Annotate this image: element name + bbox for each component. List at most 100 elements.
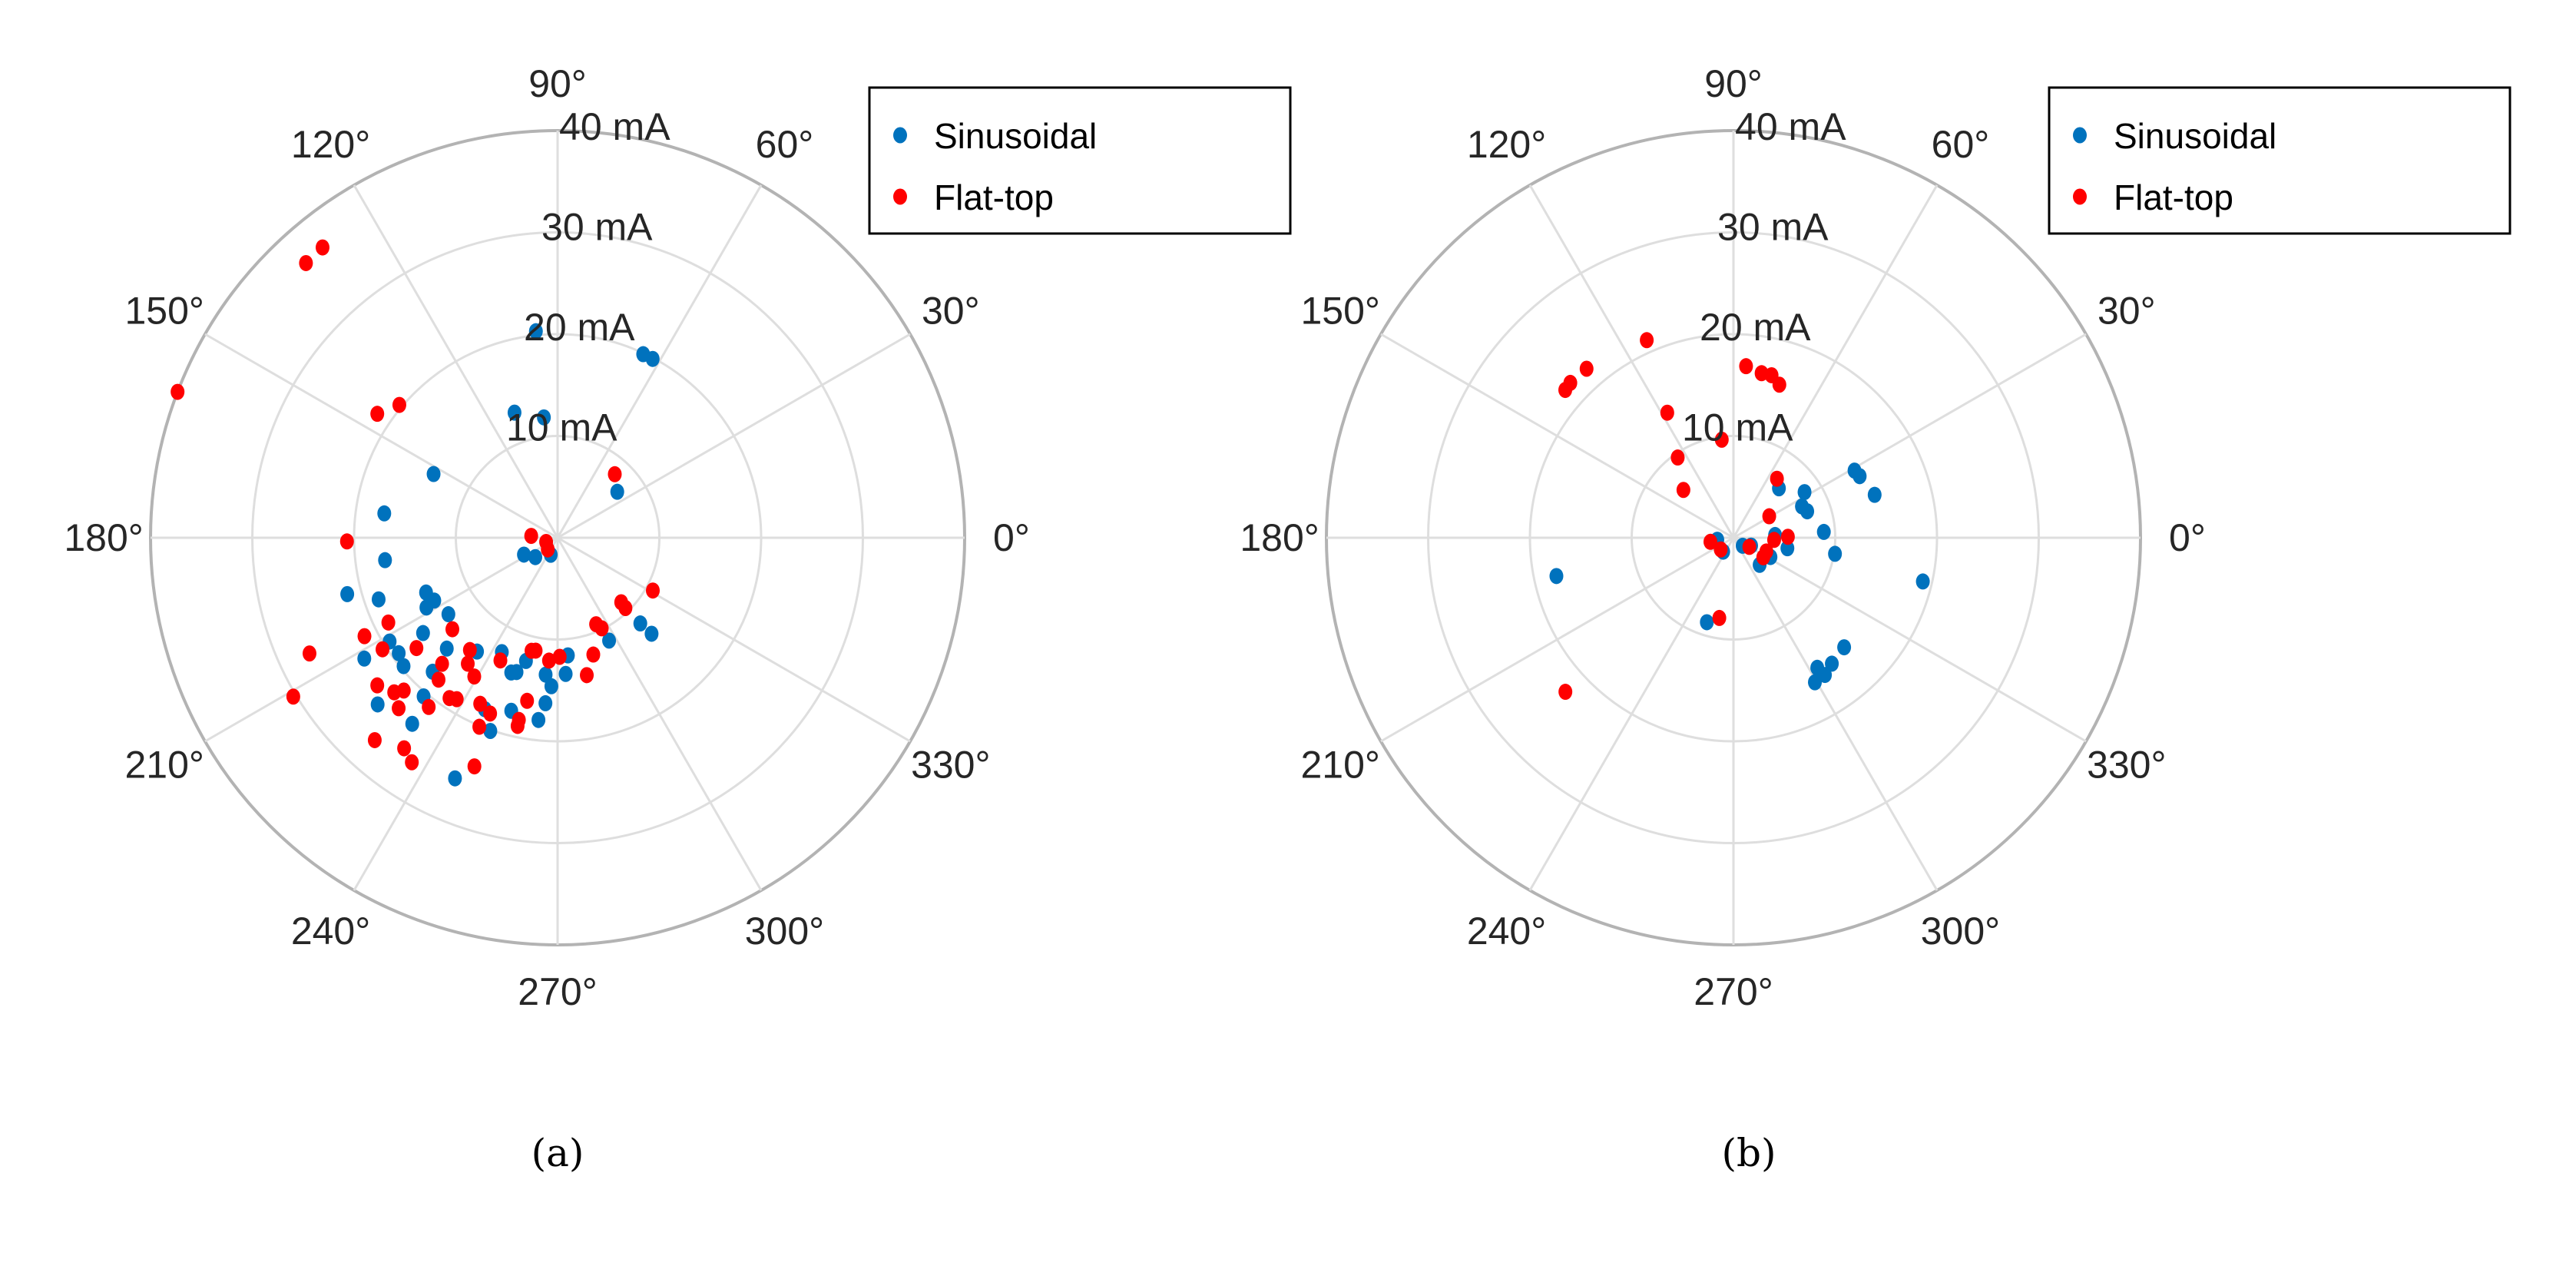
data-point-flat-top (552, 648, 567, 665)
data-point-flat-top (299, 254, 313, 271)
grid-spoke (204, 536, 558, 743)
data-point-sinusoidal (448, 770, 462, 787)
grid-spoke (1380, 536, 1734, 743)
grid-spoke (1380, 333, 1734, 539)
theta-tick-label: 300° (745, 910, 824, 953)
data-point-flat-top (1772, 376, 1786, 393)
data-point-flat-top (1770, 470, 1784, 487)
data-point-sinusoidal (1800, 503, 1815, 520)
r-tick-label: 30 mA (1717, 206, 1829, 249)
r-tick-label: 20 mA (1700, 306, 1811, 349)
data-point-flat-top (1670, 449, 1685, 466)
data-point-sinusoidal (1825, 655, 1839, 672)
theta-tick-label: 150° (125, 290, 204, 333)
data-point-sinusoidal (645, 350, 660, 367)
theta-tick-label: 60° (1932, 123, 1990, 166)
data-point-flat-top (357, 628, 372, 645)
theta-tick-label: 30° (922, 290, 980, 333)
data-point-sinusoidal (419, 599, 434, 616)
data-point-sinusoidal (1867, 486, 1882, 503)
theta-tick-label: 210° (1301, 743, 1380, 786)
r-tick-label: 20 mA (524, 306, 635, 349)
legend-label: Sinusoidal (934, 116, 1097, 156)
data-point-flat-top (524, 528, 538, 545)
data-point-flat-top (1579, 360, 1594, 377)
data-point-sinusoidal (1828, 545, 1843, 562)
data-point-sinusoidal (633, 615, 647, 632)
legend-marker-flat-top (2073, 188, 2087, 205)
grid-spoke (204, 333, 558, 539)
theta-tick-label: 240° (291, 910, 370, 953)
data-point-flat-top (381, 614, 396, 631)
data-point-flat-top (483, 705, 498, 722)
data-point-flat-top (442, 690, 457, 707)
data-point-sinusoidal (416, 625, 430, 641)
data-point-sinusoidal (370, 696, 385, 713)
data-point-sinusoidal (538, 694, 553, 711)
theta-tick-label: 120° (291, 123, 370, 166)
theta-tick-label: 180° (64, 516, 143, 559)
data-point-flat-top (1713, 541, 1728, 558)
data-point-sinusoidal (426, 466, 441, 482)
theta-tick-label: 0° (2169, 516, 2206, 559)
data-point-flat-top (171, 383, 185, 400)
theta-tick-label: 300° (1921, 910, 2000, 953)
data-point-flat-top (409, 640, 424, 657)
data-point-flat-top (1714, 431, 1729, 448)
grid-spoke (557, 536, 911, 743)
data-point-flat-top (473, 695, 488, 712)
grid-spoke (1732, 537, 1939, 891)
data-point-flat-top (315, 239, 329, 256)
theta-tick-label: 330° (911, 743, 990, 786)
legend-marker-sinusoidal (893, 127, 907, 144)
theta-tick-label: 150° (1301, 290, 1380, 333)
data-point-sinusoidal (483, 723, 498, 740)
data-point-flat-top (608, 466, 622, 482)
data-point-sinusoidal (439, 640, 454, 657)
subplot-caption: (a) (531, 1131, 584, 1175)
data-point-sinusoidal (1797, 484, 1812, 501)
data-point-flat-top (422, 698, 436, 715)
theta-tick-label: 60° (756, 123, 814, 166)
data-point-sinusoidal (1816, 523, 1831, 540)
data-point-flat-top (541, 541, 555, 558)
data-point-flat-top (1712, 609, 1727, 626)
data-point-flat-top (1558, 684, 1573, 701)
r-tick-label: 10 mA (1682, 406, 1793, 449)
legend: Sinusoidal Flat-top (2048, 86, 2511, 235)
data-point-sinusoidal (507, 404, 521, 421)
theta-tick-label: 270° (518, 970, 597, 1013)
theta-tick-label: 90° (528, 62, 587, 105)
polar-plot-b: 0° 30° 60° 90° 120° 150° 180° 210° 240° 270° 300° 3… (1240, 62, 2511, 1175)
data-point-flat-top (520, 692, 535, 709)
data-point-flat-top (445, 621, 460, 638)
data-point-flat-top (1780, 529, 1795, 545)
data-point-sinusoidal (396, 658, 411, 674)
data-point-sinusoidal (538, 666, 553, 683)
data-point-flat-top (541, 652, 556, 669)
theta-tick-label: 270° (1694, 970, 1773, 1013)
data-point-flat-top (392, 700, 406, 717)
data-point-flat-top (493, 652, 508, 669)
data-point-flat-top (472, 718, 487, 735)
data-point-sinusoidal (644, 625, 659, 642)
theta-tick-label: 120° (1467, 123, 1546, 166)
grid-spoke (353, 537, 559, 891)
data-point-sinusoidal (528, 548, 543, 565)
data-point-sinusoidal (1808, 674, 1823, 691)
data-point-sinusoidal (509, 664, 524, 681)
theta-tick-label: 0° (993, 516, 1030, 559)
data-point-sinusoidal (1700, 614, 1714, 631)
data-point-flat-top (1756, 548, 1770, 565)
legend: Sinusoidal Flat-top (868, 86, 1292, 235)
theta-tick-label: 30° (2098, 290, 2156, 333)
data-point-flat-top (1640, 332, 1654, 349)
data-point-sinusoidal (1915, 573, 1930, 590)
theta-tick-label: 210° (125, 743, 204, 786)
data-point-flat-top (1762, 508, 1776, 525)
data-point-flat-top (1742, 539, 1757, 555)
legend-box (2048, 86, 2511, 235)
data-point-flat-top (397, 740, 412, 757)
grid-spoke (1732, 184, 1939, 539)
